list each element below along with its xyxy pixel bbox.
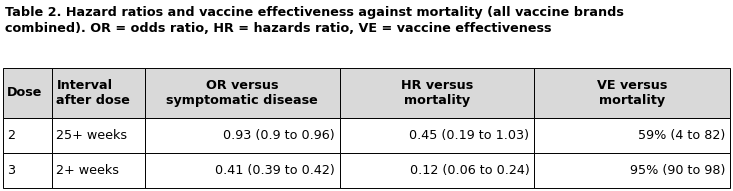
Text: 0.93 (0.9 to 0.96): 0.93 (0.9 to 0.96): [223, 129, 334, 142]
Bar: [339, 118, 534, 153]
Text: VE versus
mortality: VE versus mortality: [597, 79, 668, 107]
Bar: [534, 118, 730, 153]
Text: 0.41 (0.39 to 0.42): 0.41 (0.39 to 0.42): [215, 164, 334, 177]
Text: HR versus
mortality: HR versus mortality: [401, 79, 473, 107]
Bar: [3, 118, 53, 153]
Text: 0.45 (0.19 to 1.03): 0.45 (0.19 to 1.03): [410, 129, 529, 142]
Text: 95% (90 to 98): 95% (90 to 98): [630, 164, 725, 177]
Text: 2+ weeks: 2+ weeks: [56, 164, 119, 177]
Bar: [53, 153, 144, 188]
Bar: [534, 153, 730, 188]
Bar: [144, 118, 339, 153]
Text: 3: 3: [7, 164, 15, 177]
Bar: [144, 68, 339, 118]
Text: OR versus
symptomatic disease: OR versus symptomatic disease: [166, 79, 318, 107]
Text: 59% (4 to 82): 59% (4 to 82): [638, 129, 725, 142]
Text: Table 2. Hazard ratios and vaccine effectiveness against mortality (all vaccine : Table 2. Hazard ratios and vaccine effec…: [5, 6, 624, 36]
Bar: [144, 153, 339, 188]
Bar: [3, 68, 53, 118]
Text: Interval
after dose: Interval after dose: [56, 79, 130, 107]
Bar: [53, 118, 144, 153]
Text: 2: 2: [7, 129, 15, 142]
Bar: [53, 68, 144, 118]
Text: 0.12 (0.06 to 0.24): 0.12 (0.06 to 0.24): [410, 164, 529, 177]
Text: 25+ weeks: 25+ weeks: [56, 129, 128, 142]
Bar: [3, 153, 53, 188]
Bar: [339, 153, 534, 188]
Bar: [534, 68, 730, 118]
Text: Dose: Dose: [7, 87, 43, 100]
Bar: [339, 68, 534, 118]
